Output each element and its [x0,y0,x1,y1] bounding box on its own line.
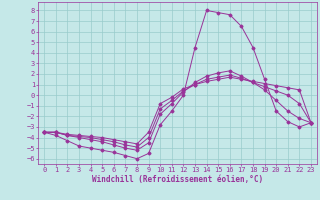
X-axis label: Windchill (Refroidissement éolien,°C): Windchill (Refroidissement éolien,°C) [92,175,263,184]
